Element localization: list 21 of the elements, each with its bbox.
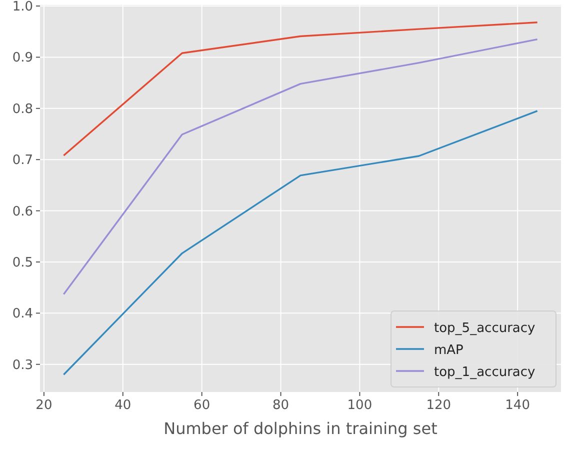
line-series: [62, 38, 538, 296]
x-tick-label: 40: [114, 398, 132, 413]
x-tick-label: 140: [505, 398, 530, 413]
x-tick-label: 100: [347, 398, 372, 413]
y-tick-label: 0.8: [12, 102, 33, 117]
y-tick-label: 0.6: [12, 204, 33, 220]
legend-label: top_5_accuracy: [434, 321, 536, 336]
x-tick-label: 60: [194, 398, 210, 413]
x-tick-label: 120: [426, 398, 452, 413]
x-axis-title: Number of dolphins in training set: [164, 419, 438, 438]
y-tick-label: 0.5: [12, 255, 33, 270]
y-tick-label: 0.7: [12, 153, 33, 168]
y-tick-label: 0.9: [12, 50, 33, 66]
line-series: [62, 22, 538, 156]
y-tick-label: 0.3: [12, 358, 33, 373]
legend-label: top_1_accuracy: [434, 365, 536, 380]
y-tick-label: 1.0: [12, 0, 33, 15]
x-tick-label: 20: [36, 398, 52, 413]
legend-label: mAP: [434, 343, 464, 358]
x-tick-label: 80: [272, 398, 290, 413]
y-tick-label: 0.4: [12, 306, 33, 322]
